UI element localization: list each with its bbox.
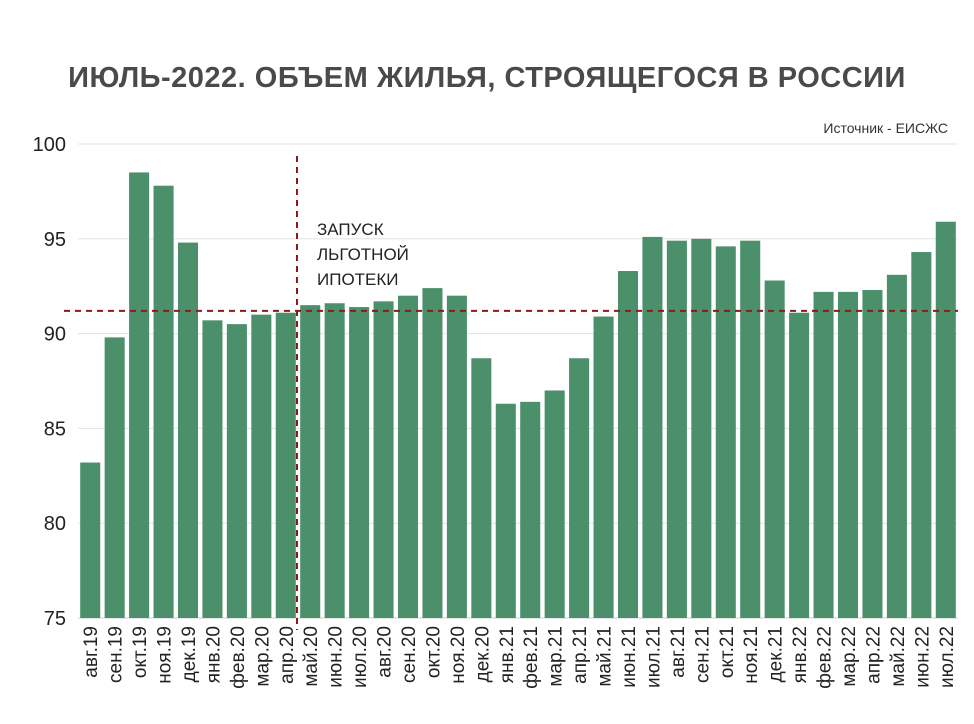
bar	[300, 305, 321, 618]
x-tick-label: фев.20	[228, 626, 249, 689]
y-tick-label: 100	[33, 134, 66, 156]
x-tick-label: янв.21	[497, 626, 518, 683]
x-tick-label: май.22	[888, 626, 909, 687]
x-tick-label: дек.19	[179, 626, 200, 682]
bar	[495, 403, 516, 618]
bar	[569, 358, 590, 618]
y-tick-label: 85	[44, 418, 66, 440]
bar	[226, 324, 247, 618]
y-tick-label: 75	[44, 608, 66, 630]
bar	[422, 288, 443, 618]
x-tick-label: ноя.19	[155, 626, 176, 684]
bar	[862, 289, 883, 618]
bar	[520, 401, 541, 618]
x-tick-label: сен.21	[692, 626, 713, 683]
x-tick-label: авг.20	[375, 626, 396, 678]
bar	[886, 274, 907, 618]
bar	[471, 358, 492, 618]
x-tick-label: окт.20	[423, 626, 444, 678]
bar	[544, 390, 565, 618]
annotation-label: ЗАПУСК	[317, 220, 384, 239]
bar	[642, 236, 663, 619]
bar	[764, 280, 785, 618]
bar	[373, 301, 394, 618]
x-tick-label: дек.21	[766, 626, 787, 682]
x-tick-label: апр.21	[570, 626, 591, 684]
x-tick-label: июн.22	[912, 626, 933, 688]
bar	[275, 312, 296, 618]
x-tick-label: фев.21	[521, 626, 542, 689]
bar	[593, 316, 614, 618]
x-tick-label: авг.19	[81, 626, 102, 678]
bar	[617, 271, 639, 618]
bar	[251, 314, 272, 618]
bar	[666, 240, 687, 619]
x-tick-label: апр.20	[277, 626, 298, 684]
x-tick-label: май.21	[595, 626, 616, 687]
x-tick-label: апр.22	[863, 626, 884, 684]
x-tick-label: июл.21	[643, 626, 664, 688]
source-note: Источник - ЕИСЖС	[823, 120, 948, 136]
bar	[789, 312, 810, 618]
x-tick-label: июл.22	[937, 626, 958, 688]
x-tick-label: ноя.21	[741, 626, 762, 684]
bar	[715, 246, 736, 618]
x-tick-label: мар.20	[252, 626, 273, 687]
x-tick-label: окт.21	[717, 626, 738, 678]
x-tick-label: июн.20	[326, 626, 347, 688]
x-tick-label: мар.21	[546, 626, 567, 687]
bar	[153, 185, 174, 618]
bar	[104, 337, 125, 618]
x-tick-label: июн.21	[619, 626, 640, 688]
x-tick-label: сен.19	[106, 626, 127, 683]
x-tick-label: дек.20	[472, 626, 493, 682]
bar	[446, 295, 467, 618]
bar	[202, 320, 223, 618]
x-tick-label: май.20	[301, 626, 322, 687]
x-tick-label: окт.19	[130, 626, 151, 678]
chart-title: ИЮЛЬ-2022. ОБЪЕМ ЖИЛЬЯ, СТРОЯЩЕГОСЯ В РО…	[68, 62, 906, 94]
bar	[837, 291, 859, 618]
annotation-label: ИПОТЕКИ	[317, 270, 399, 289]
x-tick-label: сен.20	[399, 626, 420, 683]
bar	[740, 240, 761, 619]
bar	[129, 172, 150, 618]
bar	[935, 221, 956, 618]
y-tick-label: 90	[44, 324, 66, 346]
bar	[177, 242, 199, 619]
bar	[813, 291, 834, 618]
bar	[80, 462, 101, 618]
x-tick-label: ноя.20	[448, 626, 469, 684]
x-tick-label: янв.20	[203, 626, 224, 683]
bar	[397, 295, 419, 618]
bar	[911, 252, 932, 618]
x-tick-label: июл.20	[350, 626, 371, 688]
y-tick-label: 80	[44, 513, 66, 535]
annotation-label: ЛЬГОТНОЙ	[317, 245, 409, 264]
x-tick-label: авг.21	[668, 626, 689, 678]
bar	[691, 238, 712, 619]
x-tick-label: мар.22	[839, 626, 860, 687]
y-tick-label: 95	[44, 229, 66, 251]
x-tick-label: фев.22	[815, 626, 836, 689]
bar	[324, 303, 345, 618]
x-tick-label: янв.22	[790, 626, 811, 683]
bar	[349, 307, 370, 618]
